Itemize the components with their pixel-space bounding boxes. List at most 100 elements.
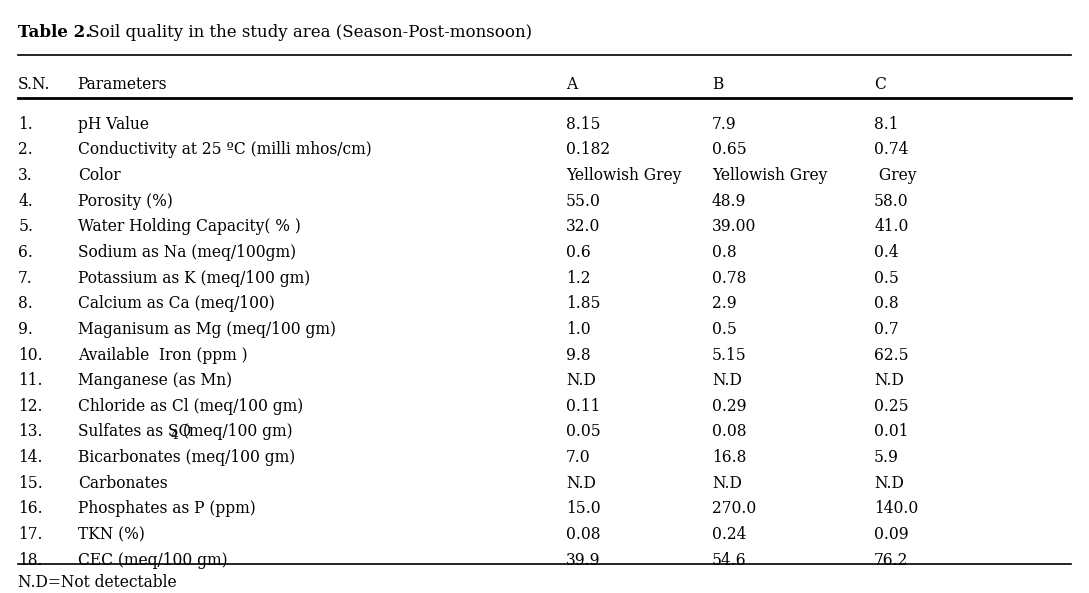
Text: 0.8: 0.8	[874, 295, 898, 313]
Text: 15.: 15.	[19, 475, 42, 492]
Text: Manganese (as Mn): Manganese (as Mn)	[77, 372, 232, 389]
Text: S.N.: S.N.	[19, 75, 51, 93]
Text: 5.15: 5.15	[712, 346, 747, 364]
Text: 9.8: 9.8	[566, 346, 590, 364]
Text: Bicarbonates (meq/100 gm): Bicarbonates (meq/100 gm)	[77, 449, 295, 466]
Text: 1.85: 1.85	[566, 295, 601, 313]
Text: 6.: 6.	[19, 244, 33, 261]
Text: CEC (meq/100 gm): CEC (meq/100 gm)	[77, 551, 228, 569]
Text: 0.8: 0.8	[712, 244, 736, 261]
Text: Potassium as K (meq/100 gm): Potassium as K (meq/100 gm)	[77, 270, 310, 286]
Text: 16.8: 16.8	[712, 449, 746, 466]
Text: A: A	[566, 75, 577, 93]
Text: 5.9: 5.9	[874, 449, 900, 466]
Text: 0.182: 0.182	[566, 141, 610, 158]
Text: 41.0: 41.0	[874, 218, 908, 235]
Text: Sulfates as SO: Sulfates as SO	[77, 423, 191, 441]
Text: 0.24: 0.24	[712, 526, 746, 543]
Text: 18.: 18.	[19, 551, 42, 569]
Text: 55.0: 55.0	[566, 193, 601, 210]
Text: 7.9: 7.9	[712, 116, 736, 133]
Text: Porosity (%): Porosity (%)	[77, 193, 172, 210]
Text: pH Value: pH Value	[77, 116, 149, 133]
Text: 7.0: 7.0	[566, 449, 590, 466]
Text: 11.: 11.	[19, 372, 42, 389]
Text: TKN (%): TKN (%)	[77, 526, 145, 543]
Text: Chloride as Cl (meq/100 gm): Chloride as Cl (meq/100 gm)	[77, 398, 303, 415]
Text: 270.0: 270.0	[712, 500, 756, 518]
Text: N.D: N.D	[874, 475, 904, 492]
Text: N.D: N.D	[566, 372, 596, 389]
Text: 13.: 13.	[19, 423, 42, 441]
Text: Yellowish Grey: Yellowish Grey	[566, 167, 682, 184]
Text: 16.: 16.	[19, 500, 42, 518]
Text: Soil quality in the study area (Season-Post-monsoon): Soil quality in the study area (Season-P…	[83, 24, 533, 41]
Text: 0.08: 0.08	[566, 526, 601, 543]
Text: 2.9: 2.9	[712, 295, 736, 313]
Text: 0.5: 0.5	[874, 270, 900, 286]
Text: Carbonates: Carbonates	[77, 475, 168, 492]
Text: Color: Color	[77, 167, 120, 184]
Text: 9.: 9.	[19, 321, 33, 338]
Text: 62.5: 62.5	[874, 346, 908, 364]
Text: N.D: N.D	[874, 372, 904, 389]
Text: 0.4: 0.4	[874, 244, 898, 261]
Text: 0.01: 0.01	[874, 423, 908, 441]
Text: 0.65: 0.65	[712, 141, 747, 158]
Text: 76.2: 76.2	[874, 551, 908, 569]
Text: N.D=Not detectable: N.D=Not detectable	[19, 574, 176, 591]
Text: Yellowish Grey: Yellowish Grey	[712, 167, 828, 184]
Text: 2.: 2.	[19, 141, 33, 158]
Text: 39.00: 39.00	[712, 218, 757, 235]
Text: 4: 4	[171, 429, 179, 442]
Text: 0.05: 0.05	[566, 423, 601, 441]
Text: N.D: N.D	[712, 475, 742, 492]
Text: Table 2.: Table 2.	[19, 24, 91, 41]
Text: 0.6: 0.6	[566, 244, 591, 261]
Text: 0.29: 0.29	[712, 398, 746, 415]
Text: Sodium as Na (meq/100gm): Sodium as Na (meq/100gm)	[77, 244, 296, 261]
Text: Water Holding Capacity( % ): Water Holding Capacity( % )	[77, 218, 301, 235]
Text: 140.0: 140.0	[874, 500, 918, 518]
Text: 8.15: 8.15	[566, 116, 601, 133]
Text: 10.: 10.	[19, 346, 42, 364]
Text: Conductivity at 25 ºC (milli mhos/cm): Conductivity at 25 ºC (milli mhos/cm)	[77, 141, 371, 158]
Text: 0.25: 0.25	[874, 398, 908, 415]
Text: N.D: N.D	[566, 475, 596, 492]
Text: B: B	[712, 75, 723, 93]
Text: Parameters: Parameters	[77, 75, 167, 93]
Text: C: C	[874, 75, 886, 93]
Text: 7.: 7.	[19, 270, 33, 286]
Text: 17.: 17.	[19, 526, 42, 543]
Text: 54.6: 54.6	[712, 551, 747, 569]
Text: 0.09: 0.09	[874, 526, 908, 543]
Text: 1.0: 1.0	[566, 321, 590, 338]
Text: Maganisum as Mg (meq/100 gm): Maganisum as Mg (meq/100 gm)	[77, 321, 335, 338]
Text: 8.1: 8.1	[874, 116, 898, 133]
Text: N.D: N.D	[712, 372, 742, 389]
Text: 39.9: 39.9	[566, 551, 601, 569]
Text: 8.: 8.	[19, 295, 33, 313]
Text: 1.2: 1.2	[566, 270, 590, 286]
Text: 12.: 12.	[19, 398, 42, 415]
Text: Grey: Grey	[874, 167, 917, 184]
Text: Calcium as Ca (meq/100): Calcium as Ca (meq/100)	[77, 295, 274, 313]
Text: Available  Iron (ppm ): Available Iron (ppm )	[77, 346, 247, 364]
Text: (meq/100 gm): (meq/100 gm)	[178, 423, 292, 441]
Text: 5.: 5.	[19, 218, 34, 235]
Text: 3.: 3.	[19, 167, 33, 184]
Text: 4.: 4.	[19, 193, 33, 210]
Text: 15.0: 15.0	[566, 500, 601, 518]
Text: 14.: 14.	[19, 449, 42, 466]
Text: 0.08: 0.08	[712, 423, 746, 441]
Text: 0.5: 0.5	[712, 321, 737, 338]
Text: 0.74: 0.74	[874, 141, 908, 158]
Text: 0.78: 0.78	[712, 270, 746, 286]
Text: 48.9: 48.9	[712, 193, 746, 210]
Text: 58.0: 58.0	[874, 193, 908, 210]
Text: 1.: 1.	[19, 116, 33, 133]
Text: Phosphates as P (ppm): Phosphates as P (ppm)	[77, 500, 256, 518]
Text: 0.11: 0.11	[566, 398, 600, 415]
Text: 0.7: 0.7	[874, 321, 898, 338]
Text: 32.0: 32.0	[566, 218, 600, 235]
